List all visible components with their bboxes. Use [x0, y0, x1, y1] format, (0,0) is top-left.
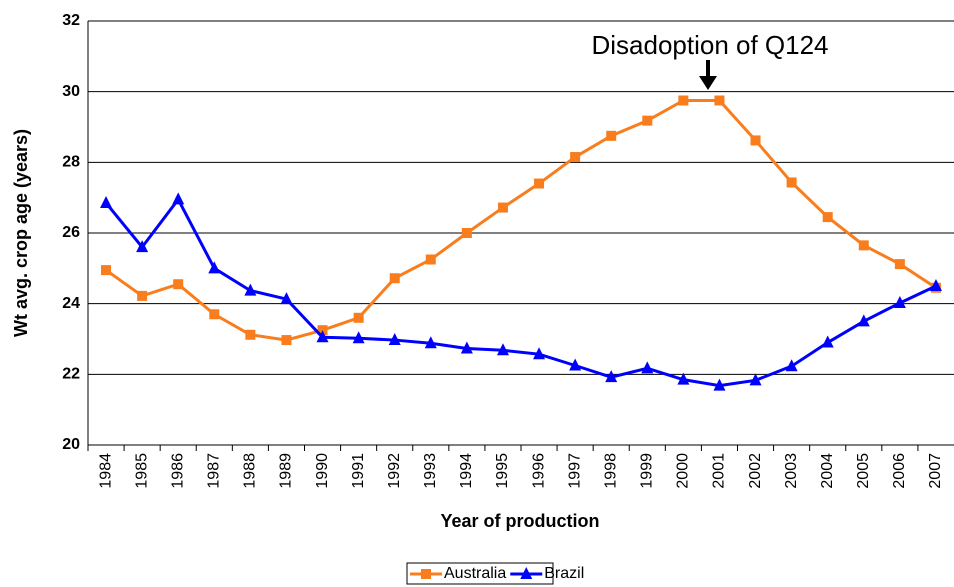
point	[208, 261, 221, 274]
point	[605, 370, 618, 383]
x-tick-label: 2004	[819, 453, 836, 489]
x-tick-label: 1991	[350, 453, 367, 489]
point	[460, 341, 473, 354]
x-tick-label: 2005	[855, 453, 872, 489]
x-tick-label: 1985	[133, 453, 150, 489]
point	[496, 343, 509, 356]
y-tick-label: 32	[62, 12, 80, 29]
x-tick-label: 1998	[602, 453, 619, 489]
point	[570, 152, 581, 163]
x-tick-label: 1986	[169, 453, 186, 489]
point	[750, 135, 761, 146]
x-tick-label: 1995	[494, 453, 511, 489]
x-tick-label: 2001	[711, 453, 728, 489]
x-tick-label: 1992	[386, 453, 403, 489]
point	[100, 195, 113, 208]
point	[677, 372, 690, 385]
x-tick-label: 2007	[927, 453, 944, 489]
point	[101, 265, 112, 276]
point	[821, 335, 834, 348]
x-tick-label: 1990	[314, 453, 331, 489]
y-tick-label: 30	[62, 83, 80, 100]
y-axis-title: Wt avg. crop age (years)	[11, 129, 31, 337]
legend-marker	[421, 569, 431, 579]
point	[858, 240, 869, 251]
series-line	[104, 196, 937, 388]
point	[642, 115, 653, 126]
y-tick-label: 20	[62, 436, 80, 453]
x-tick-label: 1999	[639, 453, 656, 489]
x-tick-label: 1993	[422, 453, 439, 489]
point	[280, 292, 293, 305]
point	[857, 314, 870, 327]
series-line	[105, 99, 937, 342]
point	[425, 254, 436, 265]
point	[893, 295, 906, 308]
x-tick-label: 2000	[675, 453, 692, 489]
x-tick-label: 2003	[783, 453, 800, 489]
x-tick-label: 2006	[891, 453, 908, 489]
x-tick-label: 1989	[278, 453, 295, 489]
annotation: Disadoption of Q124	[591, 30, 828, 60]
point	[894, 259, 905, 270]
point	[424, 336, 437, 349]
point	[714, 95, 725, 106]
x-tick-label: 1987	[206, 453, 223, 489]
point	[352, 331, 365, 344]
point	[353, 312, 364, 323]
x-tick-label: 1984	[97, 453, 114, 489]
point	[245, 329, 256, 340]
point	[136, 240, 149, 253]
x-tick-label: 2002	[747, 453, 764, 489]
point	[822, 212, 833, 223]
point	[389, 273, 400, 284]
point	[209, 309, 220, 320]
point	[534, 178, 545, 189]
point	[785, 359, 798, 372]
point	[388, 333, 401, 346]
x-axis-title: Year of production	[440, 511, 599, 531]
point	[316, 330, 329, 343]
point	[749, 373, 762, 386]
legend-box	[406, 562, 554, 585]
legend-label: Brazil	[544, 565, 584, 582]
point	[533, 347, 546, 360]
x-tick-label: 1988	[242, 453, 259, 489]
y-tick-label: 28	[62, 154, 80, 171]
legend-marker	[520, 567, 533, 579]
legend-label: Australia	[444, 565, 506, 582]
annotation-arrow	[699, 60, 717, 90]
point	[678, 95, 689, 106]
point	[461, 228, 472, 238]
point	[786, 177, 797, 188]
point	[317, 325, 328, 336]
point	[497, 202, 508, 213]
point	[172, 192, 185, 205]
y-tick-label: 24	[62, 295, 80, 312]
point	[713, 378, 726, 391]
point	[137, 290, 148, 301]
x-tick-label: 1997	[566, 453, 583, 489]
point	[641, 361, 654, 374]
x-tick-label: 1994	[458, 453, 475, 489]
point	[173, 279, 184, 290]
y-tick-label: 26	[62, 224, 80, 241]
y-tick-label: 22	[62, 366, 80, 383]
x-tick-label: 1996	[530, 453, 547, 489]
point	[929, 279, 942, 291]
point	[244, 283, 257, 296]
point	[569, 358, 582, 371]
point	[281, 335, 292, 346]
point	[606, 130, 617, 141]
